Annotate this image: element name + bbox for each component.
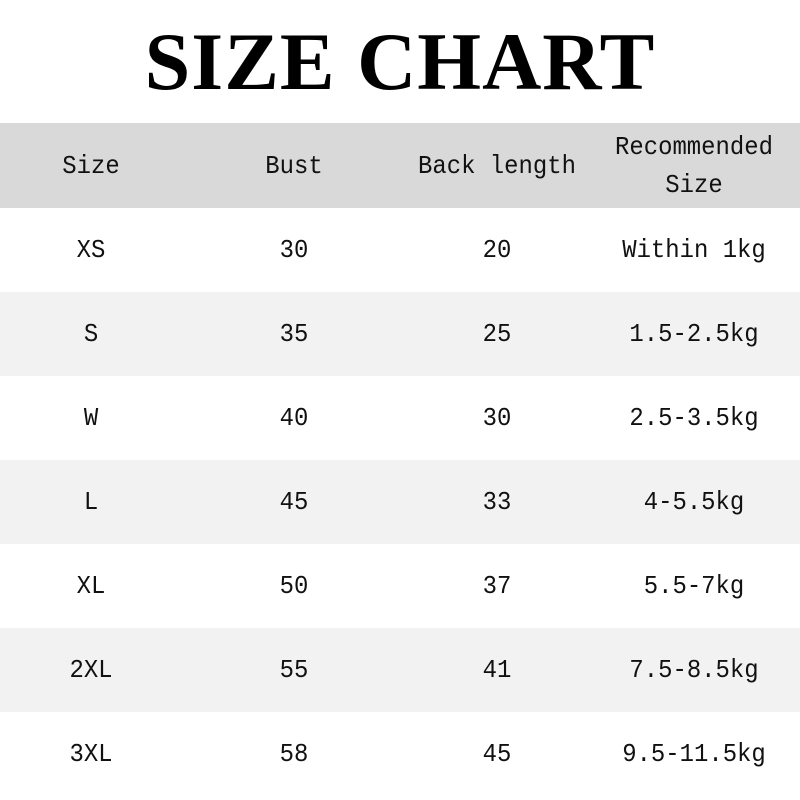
header-bust: Bust <box>265 150 323 181</box>
cell-size: XL <box>76 571 106 601</box>
cell-size: XS <box>76 235 106 265</box>
size-table: Size Bust Back length Recommended Size X… <box>0 123 800 796</box>
header-size: Size <box>62 150 120 181</box>
cell-recommended-size: 4-5.5kg <box>643 487 745 517</box>
cell-back-length: 25 <box>482 319 512 349</box>
table-header: Size Bust Back length Recommended Size <box>0 123 800 208</box>
cell-size: 2XL <box>69 655 113 685</box>
table-row: 2XL 55 41 7.5-8.5kg <box>0 628 800 712</box>
cell-back-length: 33 <box>482 487 512 517</box>
cell-bust: 58 <box>279 739 309 769</box>
table-row: L 45 33 4-5.5kg <box>0 460 800 544</box>
cell-size: 3XL <box>69 739 113 769</box>
header-back-length: Back length <box>418 150 576 181</box>
cell-size: L <box>83 487 99 517</box>
cell-bust: 35 <box>279 319 309 349</box>
table-row: 3XL 58 45 9.5-11.5kg <box>0 712 800 796</box>
table-row: S 35 25 1.5-2.5kg <box>0 292 800 376</box>
header-recommended-size: Recommended Size <box>615 131 773 200</box>
cell-bust: 55 <box>279 655 309 685</box>
cell-back-length: 41 <box>482 655 512 685</box>
cell-bust: 40 <box>279 403 309 433</box>
page-title: SIZE CHART <box>144 16 656 107</box>
cell-bust: 50 <box>279 571 309 601</box>
cell-size: W <box>83 403 99 433</box>
table-row: XS 30 20 Within 1kg <box>0 208 800 292</box>
cell-back-length: 20 <box>482 235 512 265</box>
cell-bust: 30 <box>279 235 309 265</box>
cell-recommended-size: 9.5-11.5kg <box>622 739 766 769</box>
cell-recommended-size: 5.5-7kg <box>643 571 745 601</box>
cell-size: S <box>83 319 99 349</box>
cell-recommended-size: 1.5-2.5kg <box>629 319 759 349</box>
cell-recommended-size: 7.5-8.5kg <box>629 655 759 685</box>
cell-back-length: 37 <box>482 571 512 601</box>
cell-recommended-size: Within 1kg <box>622 235 766 265</box>
cell-bust: 45 <box>279 487 309 517</box>
cell-recommended-size: 2.5-3.5kg <box>629 403 759 433</box>
cell-back-length: 30 <box>482 403 512 433</box>
table-row: XL 50 37 5.5-7kg <box>0 544 800 628</box>
cell-back-length: 45 <box>482 739 512 769</box>
table-row: W 40 30 2.5-3.5kg <box>0 376 800 460</box>
